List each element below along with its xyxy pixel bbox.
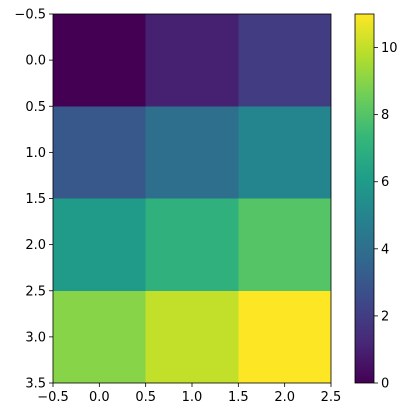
colorbar-tick-label: 6 xyxy=(381,175,389,190)
heatmap-cells xyxy=(53,14,331,383)
heatmap-cell-r2-c2 xyxy=(238,198,331,291)
colorbar-tick-label: 10 xyxy=(381,41,398,56)
colorbar-tick-label: 0 xyxy=(381,377,389,392)
y-tick-label: 3.0 xyxy=(25,330,46,345)
x-tick-label: 1.0 xyxy=(182,390,203,405)
heatmap-cell-r0-c2 xyxy=(238,14,331,107)
heatmap-cell-r3-c2 xyxy=(238,290,331,383)
colorbar-tick-label: 4 xyxy=(381,242,389,257)
y-tick-label: 1.0 xyxy=(25,146,46,161)
heatmap-cell-r1-c0 xyxy=(53,106,146,199)
heatmap-cell-r0-c1 xyxy=(145,14,239,107)
x-tick-label: 2.0 xyxy=(274,390,295,405)
colorbar xyxy=(355,14,374,383)
y-tick-label: 3.5 xyxy=(25,377,46,392)
colorbar-tick-label: 8 xyxy=(381,108,389,123)
heatmap-cell-r0-c0 xyxy=(53,14,146,107)
x-axis: −0.5 0.0 0.5 1.0 1.5 2.0 2.5 xyxy=(37,383,341,405)
colorbar-axis: 0 2 4 6 8 10 xyxy=(374,41,398,392)
x-tick-label: −0.5 xyxy=(37,390,69,405)
x-tick-label: 2.5 xyxy=(321,390,342,405)
y-tick-label: 2.0 xyxy=(25,238,46,253)
colorbar-tick-label: 2 xyxy=(381,309,389,324)
y-tick-label: −0.5 xyxy=(14,8,46,23)
y-tick-label: 0.5 xyxy=(25,100,46,115)
x-tick-label: 1.5 xyxy=(228,390,249,405)
y-axis: −0.5 0.0 0.5 1.0 1.5 2.0 2.5 3.0 3.5 xyxy=(14,8,53,392)
y-tick-label: 2.5 xyxy=(25,284,46,299)
heatmap-cell-r1-c2 xyxy=(238,106,331,199)
heatmap-cell-r3-c1 xyxy=(145,290,239,383)
y-tick-label: 0.0 xyxy=(25,54,46,69)
heatmap-cell-r3-c0 xyxy=(53,290,146,383)
heatmap-cell-r1-c1 xyxy=(145,106,239,199)
x-tick-label: 0.5 xyxy=(135,390,156,405)
heatmap-cell-r2-c1 xyxy=(145,198,239,291)
heatmap-cell-r2-c0 xyxy=(53,198,146,291)
x-tick-label: 0.0 xyxy=(89,390,110,405)
colorbar-frame xyxy=(354,13,375,384)
y-tick-label: 1.5 xyxy=(25,192,46,207)
